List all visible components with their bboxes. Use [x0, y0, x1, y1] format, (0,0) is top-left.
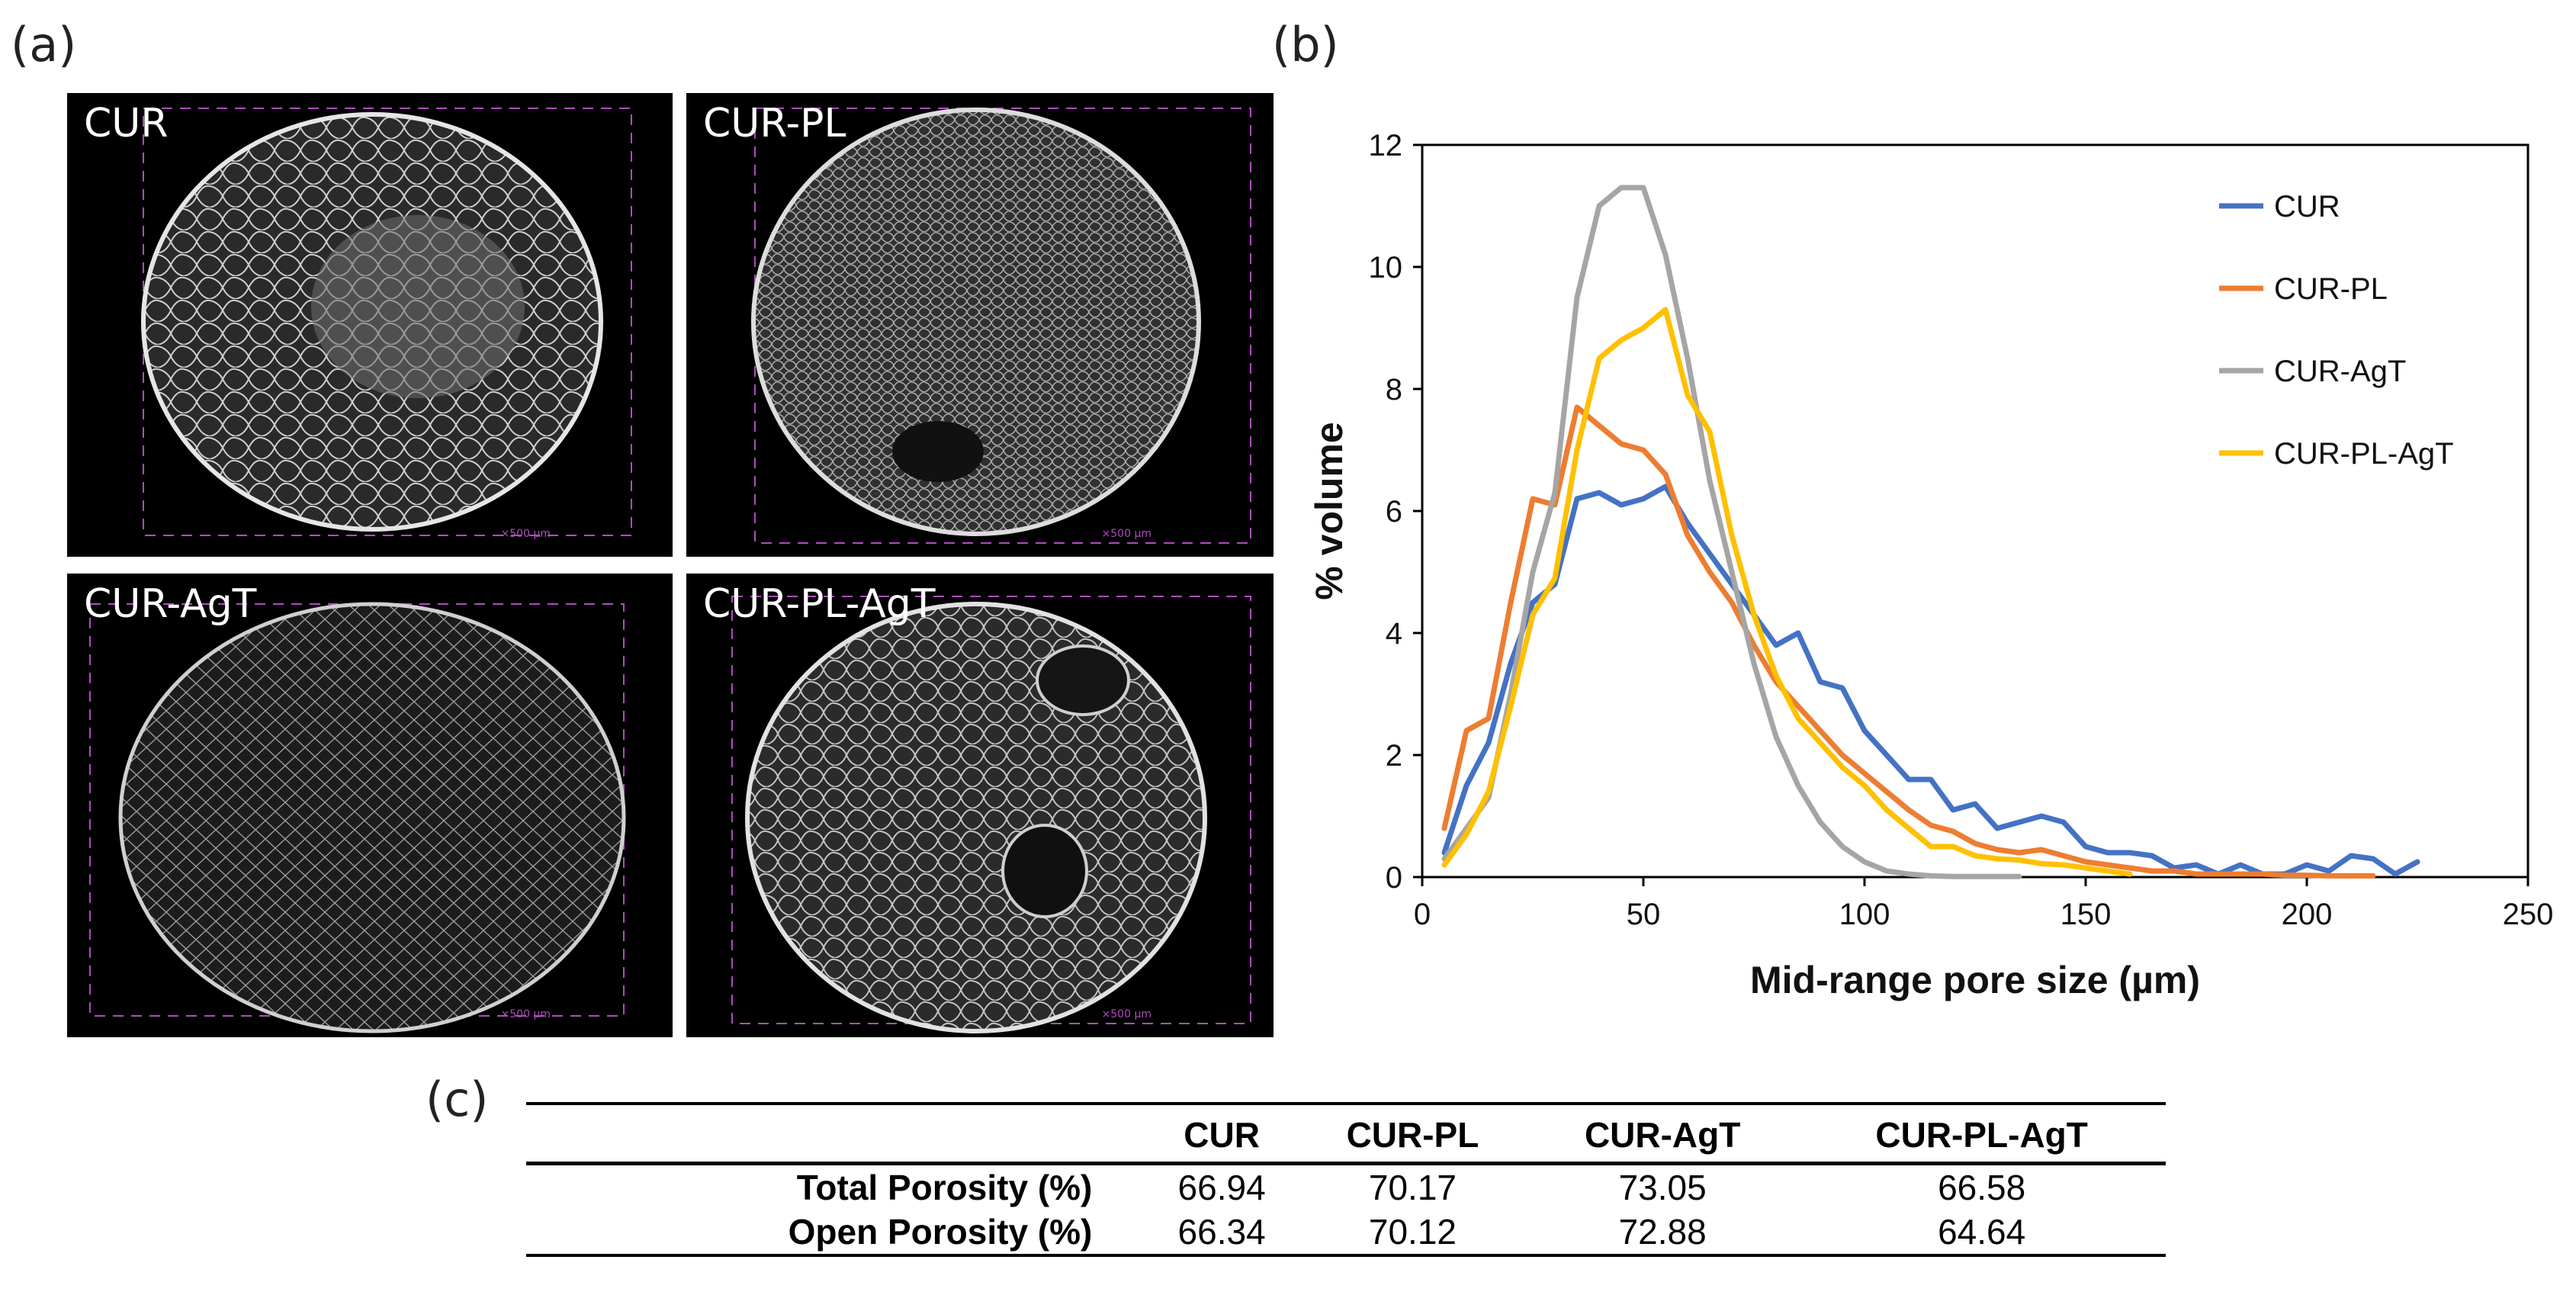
legend-label: CUR-PL: [2274, 272, 2388, 306]
legend-label: CUR-PL-AgT: [2274, 437, 2454, 471]
x-tick-label: 200: [2282, 898, 2333, 931]
table-header-cur-pl: CUR-PL: [1346, 1115, 1479, 1155]
row-label: Open Porosity (%): [788, 1212, 1093, 1252]
micrograph-label: CUR-PL-AgT: [703, 581, 936, 627]
legend-label: CUR: [2274, 190, 2340, 223]
micrograph-cur-agt: CUR-AgT ×500 µm: [67, 574, 673, 1037]
x-tick-label: 0: [1414, 898, 1431, 931]
legend-label: CUR-AgT: [2274, 355, 2406, 388]
table-row: Total Porosity (%) 66.94 70.17 73.05 66.…: [526, 1163, 2166, 1210]
pore-size-chart: 0 2 4 6 8 10 12 0 50 100 150 200 250 Mid-range pore s…: [1308, 129, 2554, 1001]
micrograph-cur-pl-agt: CUR-PL-AgT ×500 µm: [686, 574, 1274, 1037]
micrograph-label: CUR: [84, 101, 169, 146]
table-cell: 73.05: [1618, 1168, 1707, 1207]
table-header-cur-pl-agt: CUR-PL-AgT: [1875, 1115, 2088, 1155]
x-tick-label: 150: [2060, 898, 2112, 931]
series-line-cur-pl: [1441, 404, 2376, 879]
micrograph-cur: CUR ×500 µm: [67, 93, 673, 557]
micrograph-cur-pl: CUR-PL ×500 µm: [686, 93, 1274, 557]
micrograph-image: [141, 108, 632, 536]
porosity-table: CUR CUR-PL CUR-AgT CUR-PL-AgT Total Poro…: [526, 1102, 2166, 1257]
y-tick-label: 4: [1386, 617, 1402, 651]
panel-a-label: (a): [11, 17, 77, 72]
table-header-blank: [526, 1104, 1145, 1164]
series-line-cur-pl-agt: [1441, 307, 2133, 877]
panel-c-label: (c): [426, 1072, 489, 1127]
scale-bar-label: ×500 µm: [1101, 528, 1151, 540]
table-header-cur: CUR: [1184, 1115, 1260, 1155]
micrograph-image: [731, 596, 1251, 1033]
table-cell: 66.34: [1177, 1212, 1266, 1252]
series-line-cur: [1441, 484, 2420, 877]
table-cell: 72.88: [1618, 1212, 1707, 1252]
micrograph-label: CUR-PL: [703, 101, 846, 146]
y-tick-label: 0: [1386, 861, 1402, 895]
table-cell: 66.58: [1938, 1168, 2026, 1207]
y-tick-label: 8: [1386, 373, 1402, 407]
y-tick-label: 10: [1369, 251, 1403, 284]
table-cell: 66.94: [1177, 1168, 1266, 1207]
table-cell: 64.64: [1938, 1212, 2026, 1252]
micrograph-image: [89, 602, 626, 1033]
panel-b-label: (b): [1272, 17, 1339, 72]
x-tick-label: 250: [2503, 898, 2554, 931]
table-cell: 70.17: [1368, 1168, 1457, 1207]
x-tick-label: 100: [1839, 898, 1890, 931]
table-row: Open Porosity (%) 66.34 70.12 72.88 64.6…: [526, 1210, 2166, 1255]
scale-bar-label: ×500 µm: [1101, 1008, 1151, 1020]
table-cell: 70.12: [1368, 1212, 1457, 1252]
y-axis-label: % volume: [1308, 422, 1351, 599]
series-line-cur-agt: [1441, 185, 2022, 879]
y-tick-label: 6: [1386, 495, 1402, 529]
micrograph-image: [751, 108, 1251, 544]
table-header-cur-agt: CUR-AgT: [1584, 1115, 1741, 1155]
x-tick-label: 50: [1627, 898, 1661, 931]
scale-bar-label: ×500 µm: [500, 1008, 551, 1020]
row-label: Total Porosity (%): [796, 1168, 1093, 1207]
x-axis-label: Mid-range pore size (µm): [1750, 959, 2200, 1001]
micrograph-label: CUR-AgT: [84, 581, 257, 627]
y-tick-label: 12: [1369, 129, 1403, 162]
scale-bar-label: ×500 µm: [500, 528, 551, 540]
y-tick-label: 2: [1386, 739, 1402, 773]
